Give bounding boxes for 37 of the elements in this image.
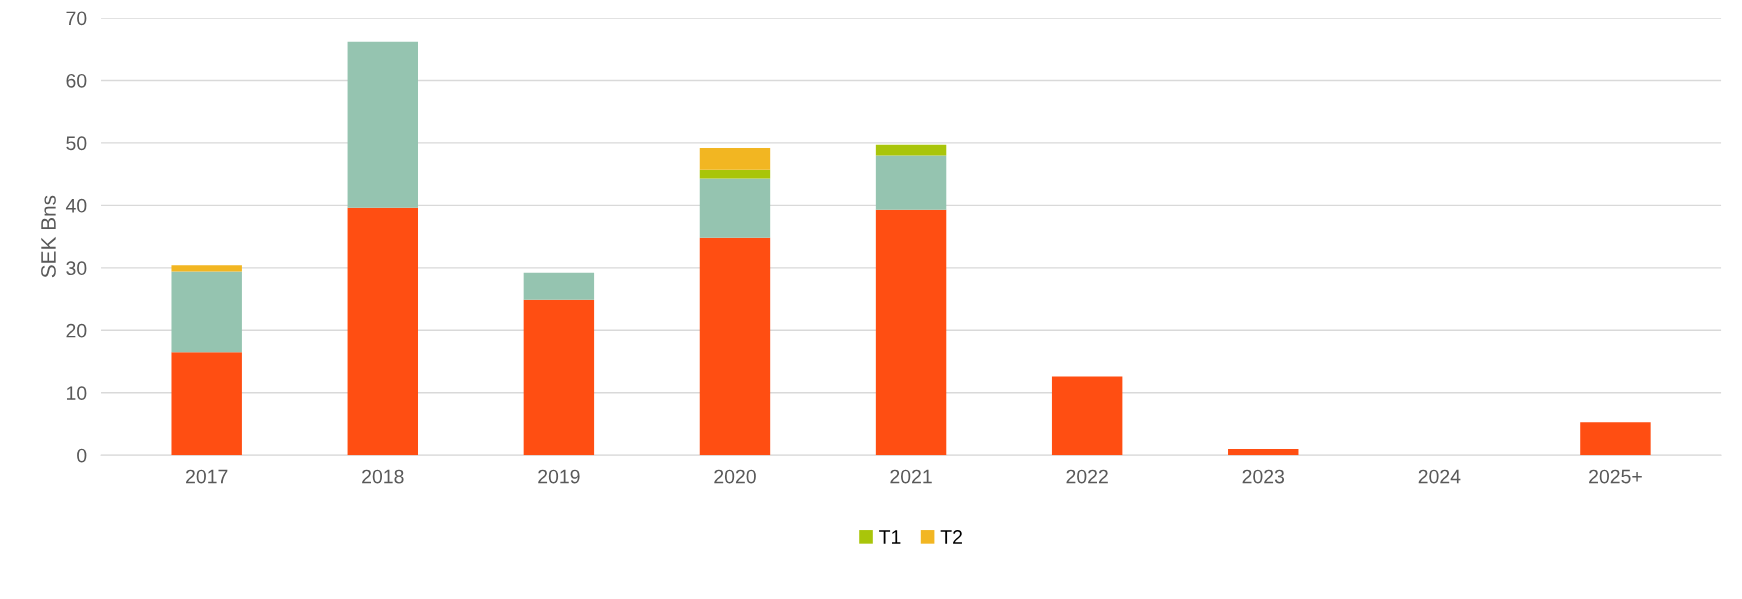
bar — [875, 144, 947, 156]
bar — [1580, 422, 1651, 456]
bar — [1228, 448, 1299, 456]
y-tick-label: 20 — [66, 323, 87, 338]
bar — [347, 41, 418, 208]
bar — [171, 265, 242, 272]
bar — [875, 155, 947, 210]
x-tick-label: 2017 — [186, 469, 228, 484]
y-tick-label: 0 — [77, 448, 87, 463]
x-tick-label: 2019 — [538, 469, 580, 484]
x-tick-label: 2025+ — [1589, 469, 1642, 484]
bar — [875, 209, 947, 456]
y-tick-label: 50 — [66, 136, 87, 151]
bar — [171, 352, 242, 456]
bar — [699, 237, 771, 456]
x-tick-label: 2018 — [362, 469, 404, 484]
legend-label: T1 — [879, 530, 901, 544]
bar — [523, 272, 595, 300]
x-tick-label: 2023 — [1242, 469, 1285, 484]
y-tick-label: 40 — [65, 198, 87, 213]
x-tick-label: 2020 — [714, 469, 756, 484]
x-tick-label: 2021 — [890, 469, 932, 484]
y-axis-title: SEK Bns — [41, 195, 56, 278]
bar — [699, 147, 771, 170]
y-tick-label: 30 — [66, 261, 87, 276]
x-tick-label: 2024 — [1418, 469, 1461, 484]
y-tick-label: 60 — [66, 73, 87, 88]
legend-label: T2 — [940, 530, 962, 544]
y-tick-label: 10 — [67, 386, 87, 401]
bar — [523, 299, 595, 456]
x-tick-label: 2022 — [1066, 469, 1108, 484]
bar — [171, 271, 242, 353]
bar — [1051, 376, 1123, 456]
bar — [699, 178, 771, 238]
y-tick-label: 70 — [66, 11, 87, 26]
bar — [699, 169, 771, 179]
bar — [347, 207, 418, 456]
